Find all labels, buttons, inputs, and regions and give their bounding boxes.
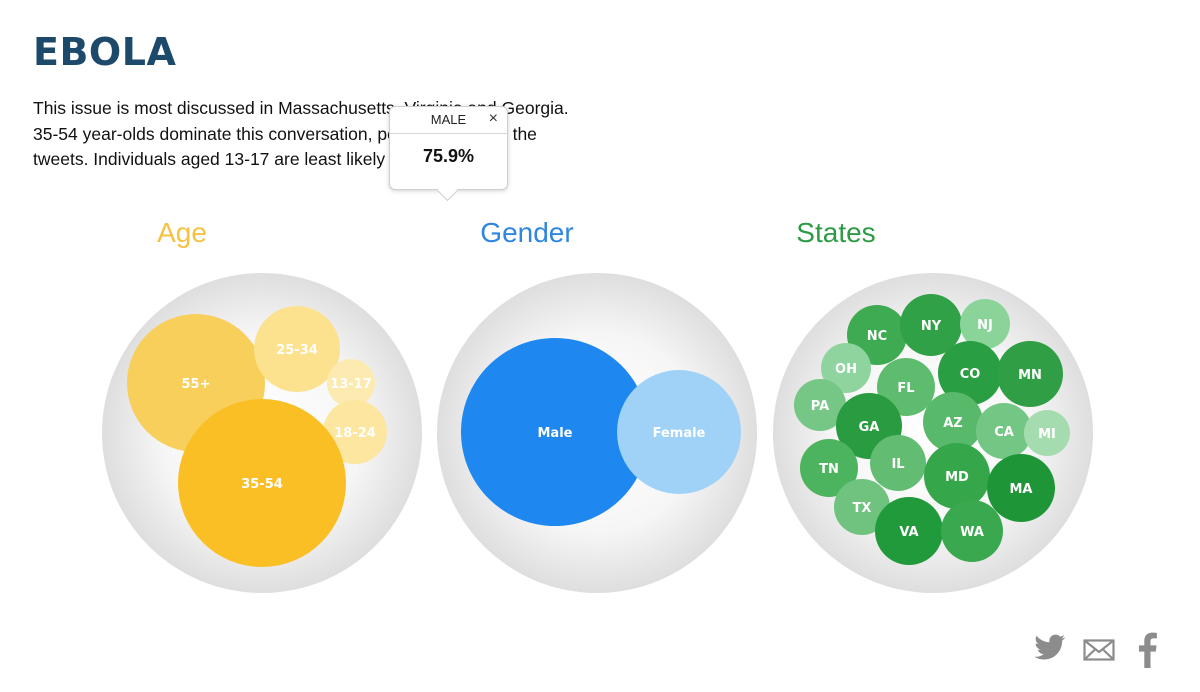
bubble-md[interactable] [924, 443, 990, 509]
bubble-mi[interactable] [1024, 410, 1070, 456]
bubble-female[interactable] [617, 370, 741, 494]
bubble-label-mn: MN [1018, 368, 1042, 383]
bubble-tn[interactable] [800, 439, 858, 497]
bubble-35-54[interactable] [178, 399, 346, 567]
tooltip-label: MALE [430, 112, 467, 127]
bubble-label-az: AZ [943, 416, 963, 431]
bubble-label-ga: GA [859, 420, 880, 435]
bubble-label-tn: TN [819, 462, 839, 477]
bubble-label-co: CO [960, 367, 981, 382]
bubble-label-18-24: 18-24 [334, 426, 376, 441]
bubble-male[interactable] [461, 338, 649, 526]
bubble-nj[interactable] [960, 299, 1010, 349]
bubble-fl[interactable] [877, 358, 935, 416]
bubble-label-md: MD [945, 470, 969, 485]
bubble-label-mi: MI [1038, 427, 1056, 442]
bubble-25-34[interactable] [254, 306, 340, 392]
bubble-label-wa: WA [960, 525, 984, 540]
bubble-ca[interactable] [976, 403, 1032, 459]
close-icon[interactable]: × [488, 110, 498, 127]
bubble-label-ma: MA [1010, 482, 1033, 497]
bubble-label-13-17: 13-17 [330, 377, 372, 392]
bubble-label-ca: CA [994, 425, 1014, 440]
chart-gender: Gender Male Female [437, 217, 757, 593]
bubble-label-female: Female [653, 426, 706, 441]
twitter-icon[interactable] [1034, 634, 1066, 662]
bubble-tx[interactable] [834, 479, 890, 535]
bubble-oh[interactable] [821, 343, 871, 393]
bubble-label-oh: OH [835, 362, 857, 377]
chart-title: Gender [480, 217, 573, 248]
tooltip-value: 75.9% [422, 146, 475, 166]
tooltip: MALE × 75.9% [389, 106, 508, 190]
share-icons [1030, 632, 1170, 672]
facebook-icon[interactable] [1136, 632, 1158, 668]
bubble-co[interactable] [938, 341, 1002, 405]
bubble-label-nc: NC [867, 329, 887, 344]
bubble-ny[interactable] [900, 294, 962, 356]
bubble-label-va: VA [899, 525, 918, 540]
bubble-label-pa: PA [811, 399, 829, 414]
bubble-mn[interactable] [997, 341, 1063, 407]
bubble-label-tx: TX [853, 501, 872, 516]
bubble-il[interactable] [870, 435, 926, 491]
bubble-label-35-54: 35-54 [241, 477, 283, 492]
bubble-label-nj: NJ [977, 318, 993, 333]
bubble-va[interactable] [875, 497, 943, 565]
bubble-wa[interactable] [941, 500, 1003, 562]
bubble-az[interactable] [923, 392, 983, 452]
bubble-label-55-: 55+ [182, 377, 211, 392]
bubble-label-ny: NY [921, 319, 942, 334]
chart-title: States [796, 217, 875, 248]
chart-states: States NC NY NJ OH CO MN FL PA AZ GA CA MI TN IL MD MA TX… [773, 217, 1093, 593]
bubble-ma[interactable] [987, 454, 1055, 522]
email-icon[interactable] [1083, 639, 1115, 661]
bubble-pa[interactable] [794, 379, 846, 431]
bubble-label-male: Male [538, 426, 573, 441]
bubble-18-24[interactable] [323, 400, 387, 464]
bubble-label-il: IL [891, 457, 904, 472]
bubble-label-fl: FL [897, 381, 914, 396]
bubble-13-17[interactable] [327, 359, 375, 407]
chart-title: Age [157, 217, 207, 248]
page-title: EBOLA [33, 30, 177, 74]
chart-age: Age 55+ 25-34 13-17 18-24 35-54 [102, 217, 422, 593]
bubble-label-25-34: 25-34 [276, 343, 318, 358]
